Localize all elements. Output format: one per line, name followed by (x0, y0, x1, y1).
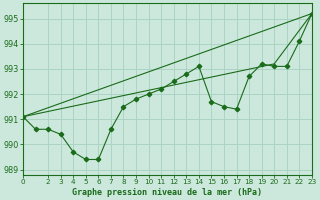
X-axis label: Graphe pression niveau de la mer (hPa): Graphe pression niveau de la mer (hPa) (72, 188, 262, 197)
